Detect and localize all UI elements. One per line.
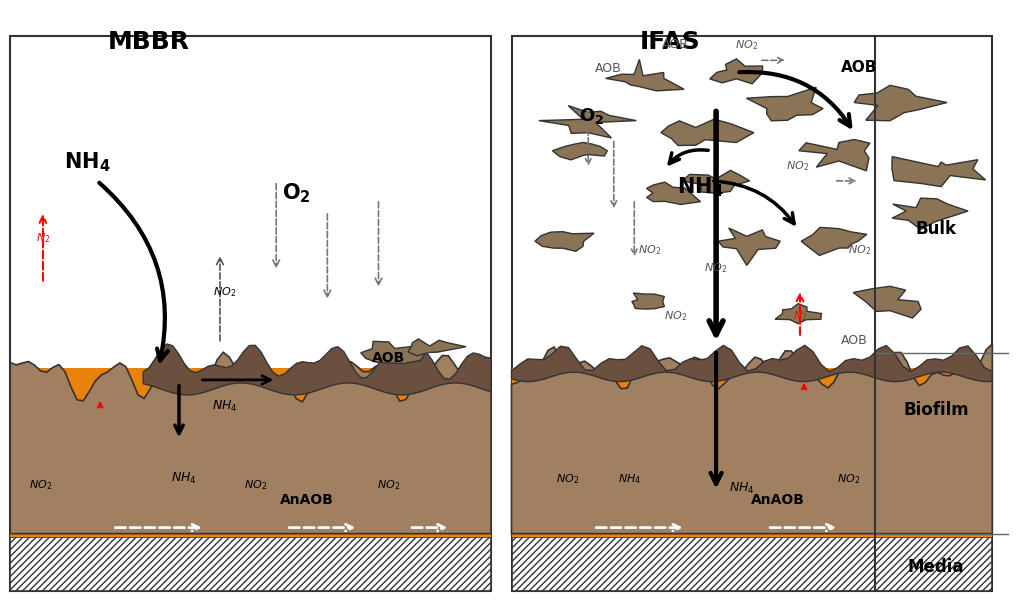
- Text: $NO_2$: $NO_2$: [244, 478, 267, 492]
- Polygon shape: [10, 352, 491, 534]
- Text: AOB: AOB: [841, 60, 878, 75]
- Text: $NO_2$: $NO_2$: [848, 243, 871, 257]
- Text: $N_2$: $N_2$: [36, 231, 50, 245]
- Text: $NO_2$: $NO_2$: [705, 261, 727, 275]
- Polygon shape: [552, 142, 608, 160]
- Text: Media: Media: [907, 558, 965, 576]
- Bar: [512, 537, 992, 591]
- Text: MBBR: MBBR: [107, 30, 189, 54]
- Polygon shape: [539, 106, 636, 138]
- Text: $\mathbf{O_2}$: $\mathbf{O_2}$: [579, 106, 604, 125]
- Polygon shape: [143, 344, 491, 395]
- Polygon shape: [747, 87, 824, 121]
- Text: Bulk: Bulk: [916, 220, 957, 238]
- Polygon shape: [801, 227, 866, 256]
- Text: $NO_2$: $NO_2$: [214, 285, 236, 299]
- Text: $NO_2$: $NO_2$: [638, 243, 661, 257]
- Text: $NH_4$: $NH_4$: [618, 472, 640, 486]
- Text: AOB: AOB: [595, 62, 622, 75]
- Text: $NO_2$: $NO_2$: [787, 159, 809, 172]
- Polygon shape: [535, 232, 594, 251]
- Text: IFAS: IFAS: [639, 30, 701, 54]
- Bar: [512, 368, 992, 537]
- Polygon shape: [512, 346, 992, 382]
- Polygon shape: [853, 286, 921, 318]
- Text: AnAOB: AnAOB: [751, 493, 804, 507]
- Text: $NO_2$: $NO_2$: [664, 309, 686, 323]
- Polygon shape: [854, 85, 947, 121]
- Polygon shape: [512, 344, 992, 534]
- Text: AnAOB: AnAOB: [280, 493, 333, 507]
- Text: $NO_2$: $NO_2$: [30, 478, 52, 492]
- Text: $\mathbf{NH_4}$: $\mathbf{NH_4}$: [63, 151, 110, 174]
- Text: $N_2$: $N_2$: [793, 309, 807, 323]
- Text: $NH_4$: $NH_4$: [171, 472, 197, 487]
- Polygon shape: [718, 228, 781, 265]
- FancyBboxPatch shape: [512, 36, 992, 591]
- Polygon shape: [892, 198, 968, 229]
- Polygon shape: [682, 170, 750, 194]
- Text: $\mathbf{O_2}$: $\mathbf{O_2}$: [282, 181, 311, 204]
- Polygon shape: [710, 59, 762, 84]
- Polygon shape: [361, 341, 427, 364]
- Text: $\mathbf{NH_4}$: $\mathbf{NH_4}$: [677, 175, 724, 198]
- Bar: [10, 368, 491, 537]
- Text: $NH_4$: $NH_4$: [212, 399, 238, 414]
- Polygon shape: [775, 304, 821, 324]
- Text: $NO_2$: $NO_2$: [838, 472, 860, 486]
- FancyBboxPatch shape: [10, 36, 491, 591]
- Polygon shape: [408, 339, 465, 356]
- Text: Biofilm: Biofilm: [903, 401, 969, 419]
- Text: $NO_2$: $NO_2$: [377, 478, 400, 492]
- Bar: [10, 537, 491, 591]
- Text: AOB: AOB: [372, 351, 405, 365]
- Polygon shape: [799, 139, 870, 171]
- Polygon shape: [606, 60, 684, 91]
- Text: $NO_2$: $NO_2$: [557, 472, 579, 486]
- Polygon shape: [647, 182, 701, 204]
- Text: $NO_2$: $NO_2$: [736, 38, 758, 52]
- Text: $NH_4$: $NH_4$: [728, 481, 755, 496]
- Polygon shape: [661, 119, 754, 145]
- Text: AOB: AOB: [841, 333, 868, 347]
- Text: AOB: AOB: [662, 38, 688, 51]
- Polygon shape: [632, 293, 664, 309]
- Polygon shape: [892, 157, 985, 187]
